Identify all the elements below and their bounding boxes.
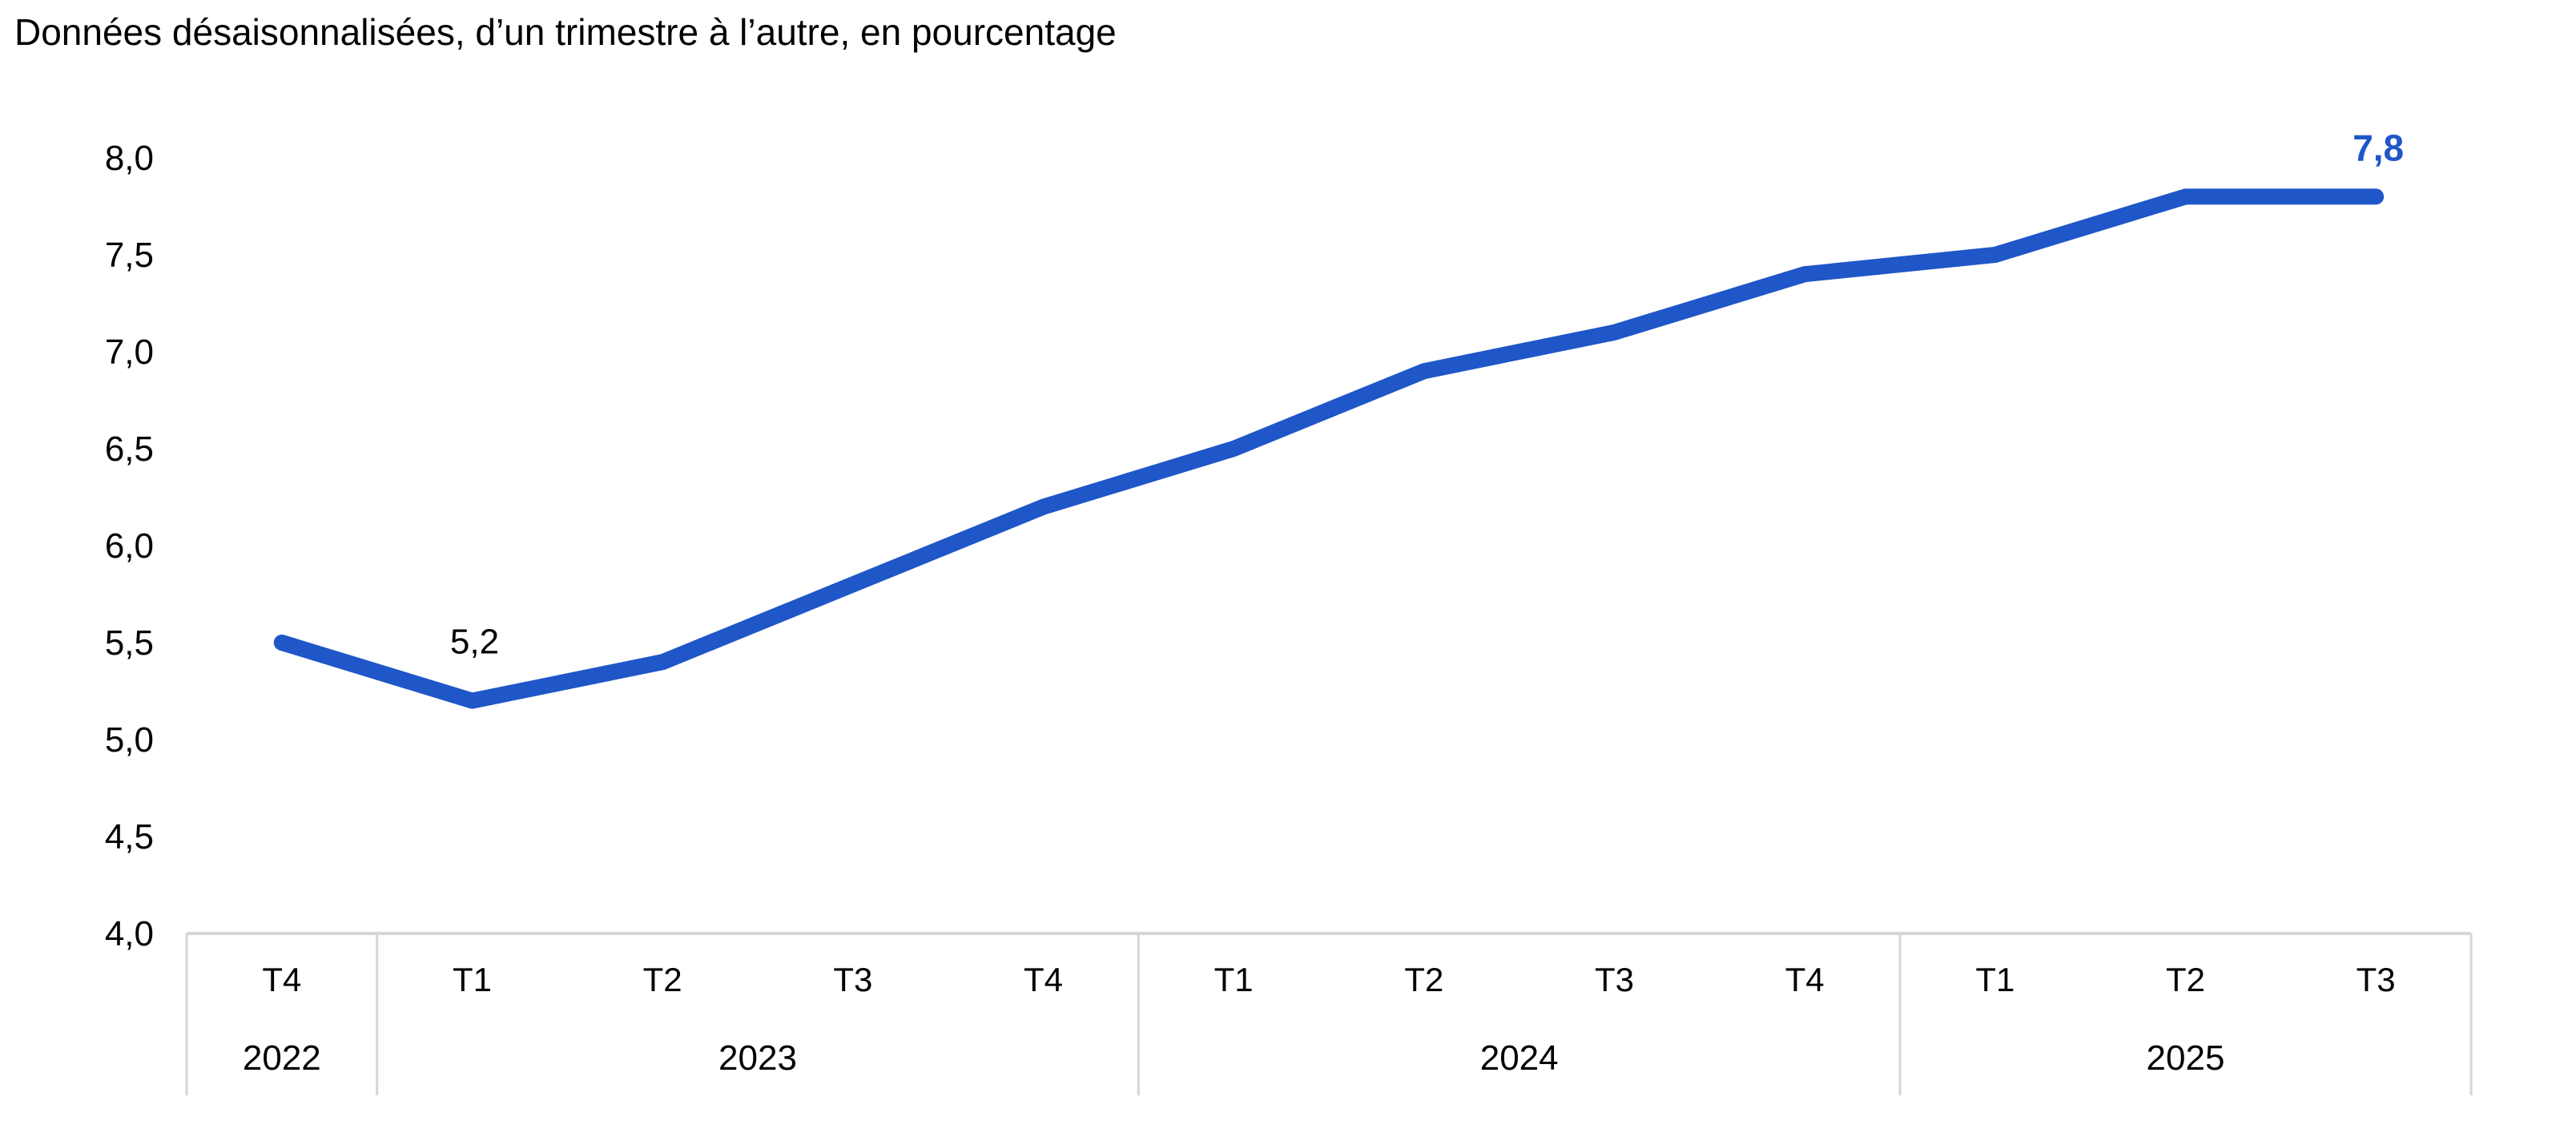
quarter-label: T2 xyxy=(1404,961,1443,998)
y-tick-label: 4,0 xyxy=(105,914,154,954)
data-line xyxy=(273,188,2385,709)
quarter-label: T2 xyxy=(643,961,682,998)
year-label: 2024 xyxy=(1480,1038,1559,1078)
quarter-label: T4 xyxy=(262,961,301,998)
quarter-label: T3 xyxy=(2357,961,2396,998)
quarter-label: T1 xyxy=(1975,961,2015,998)
y-tick-label: 5,5 xyxy=(105,623,154,663)
y-tick-label: 8,0 xyxy=(105,139,154,178)
y-tick-label: 6,5 xyxy=(105,429,154,469)
y-tick-label: 5,0 xyxy=(105,720,154,760)
y-tick-label: 4,5 xyxy=(105,817,154,857)
quarter-label: T3 xyxy=(833,961,872,998)
quarter-label: T4 xyxy=(1024,961,1063,998)
quarter-label: T1 xyxy=(1214,961,1254,998)
quarter-label: T4 xyxy=(1785,961,1825,998)
year-label: 2025 xyxy=(2147,1038,2225,1078)
chart-title: Données désaisonnalisées, d’un trimestre… xyxy=(14,11,1117,53)
year-label: 2023 xyxy=(718,1038,797,1078)
quarter-label: T1 xyxy=(453,961,492,998)
quarter-label: T2 xyxy=(2166,961,2205,998)
y-tick-label: 6,0 xyxy=(105,526,154,566)
point-label: 7,8 xyxy=(2353,127,2404,168)
y-tick-label: 7,5 xyxy=(105,236,154,275)
quarter-label: T3 xyxy=(1595,961,1634,998)
point-label: 5,2 xyxy=(450,623,499,662)
y-tick-label: 7,0 xyxy=(105,333,154,372)
year-label: 2022 xyxy=(243,1038,321,1078)
